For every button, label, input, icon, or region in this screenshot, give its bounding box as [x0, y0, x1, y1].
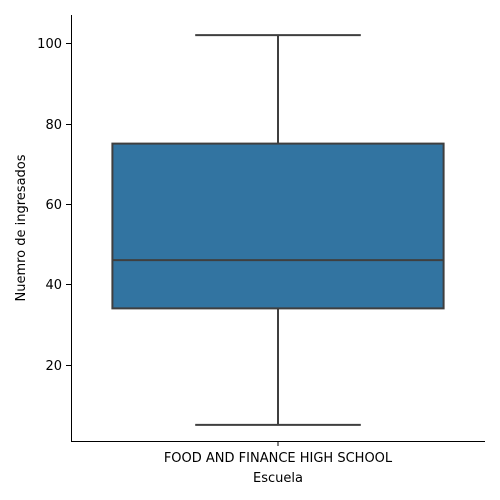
x-tick-label: FOOD AND FINANCE HIGH SCHOOL: [164, 451, 393, 466]
x-ticks: FOOD AND FINANCE HIGH SCHOOL: [164, 441, 393, 466]
y-ticks: 20 40 60 80 100: [37, 37, 71, 374]
y-tick-label: 40: [45, 278, 62, 293]
x-axis-label: Escuela: [253, 471, 303, 486]
y-tick-label: 100: [37, 37, 62, 52]
y-tick-label: 20: [45, 359, 62, 374]
box-group: [111, 34, 445, 426]
y-axis: 20 40 60 80 100: [37, 15, 72, 442]
x-axis: FOOD AND FINANCE HIGH SCHOOL: [71, 441, 485, 466]
iqr-box: [111, 142, 445, 310]
y-tick-label: 80: [45, 118, 62, 133]
boxes: [111, 34, 445, 426]
y-tick-label: 60: [45, 198, 62, 213]
y-axis-label: Nuemro de ingresados: [14, 154, 29, 301]
